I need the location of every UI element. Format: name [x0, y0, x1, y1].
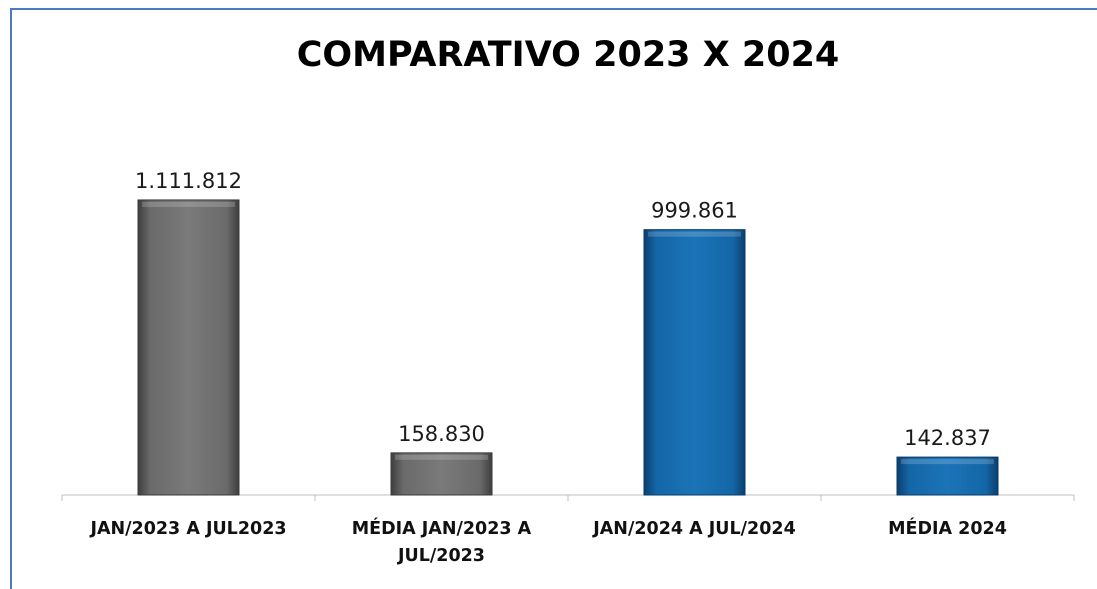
bar-group: 999.861 JAN/2024 A JUL/2024 — [592, 199, 796, 539]
bar — [643, 229, 746, 496]
category-label: MÉDIA 2024 — [888, 517, 1007, 539]
frame-border-left — [10, 8, 12, 589]
frame-border-top — [10, 8, 1097, 10]
data-label: 999.861 — [651, 199, 738, 223]
bar-group: 158.830 MÉDIA JAN/2023 A JUL/2023 — [352, 422, 532, 566]
bar — [896, 456, 999, 496]
chart-title: COMPARATIVO 2023 X 2024 — [297, 35, 840, 75]
bar-group: 1.111.812 JAN/2023 A JUL2023 — [89, 169, 286, 539]
bar-group: 142.837 MÉDIA 2024 — [888, 426, 1007, 539]
category-label: JAN/2023 A JUL2023 — [89, 519, 286, 539]
data-label: 158.830 — [398, 422, 485, 446]
bar-bevel — [648, 231, 741, 237]
bar — [390, 452, 493, 496]
bar-bevel — [901, 459, 994, 465]
data-label: 142.837 — [904, 426, 991, 450]
data-label: 1.111.812 — [135, 169, 242, 193]
bar — [137, 199, 240, 496]
bar-bevel — [142, 201, 235, 207]
category-label: JUL/2023 — [397, 546, 485, 566]
category-label: JAN/2024 A JUL/2024 — [592, 519, 796, 539]
category-label: MÉDIA JAN/2023 A — [352, 517, 532, 539]
bar-bevel — [395, 454, 488, 460]
bars-layer: 1.111.812 JAN/2023 A JUL2023 158.830 MÉDIA … — [61, 169, 1075, 566]
